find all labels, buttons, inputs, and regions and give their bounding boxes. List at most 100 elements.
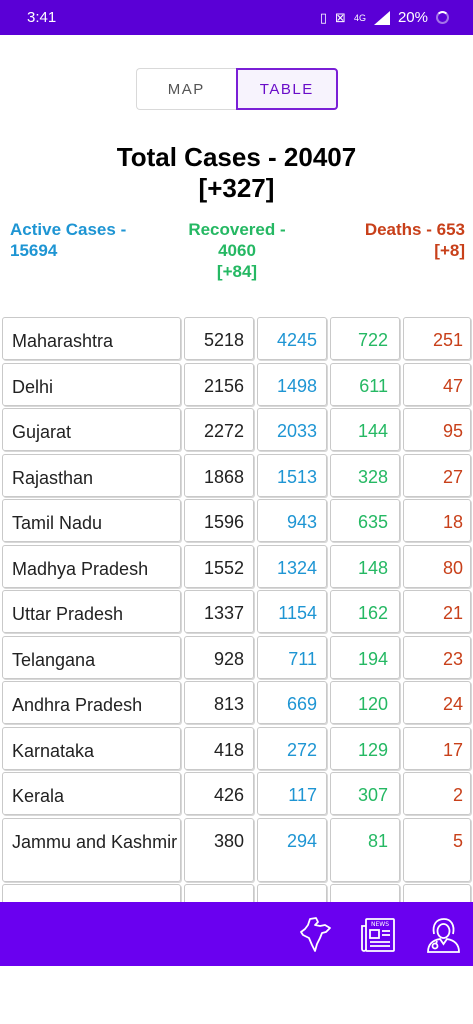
recovered-cell: 307	[330, 772, 400, 815]
deaths-cell: 95	[403, 408, 471, 451]
recovered-cases: Recovered - 4060 [+84]	[170, 219, 304, 282]
total-cell: 813	[184, 681, 254, 724]
active-cases-value: 15694	[10, 241, 58, 260]
india-map-icon[interactable]	[298, 916, 336, 959]
state-cell: Delhi	[2, 362, 181, 406]
total-cell: 1552	[184, 544, 254, 588]
table-row[interactable]: Uttar Pradesh 1337 1154 162 21	[0, 590, 473, 633]
total-cases: Total Cases - 20407 [+327]	[0, 142, 473, 204]
state-cell: Telangana	[2, 635, 181, 679]
recovered-cell: 611	[330, 362, 400, 406]
state-cell: Rajasthan	[2, 453, 181, 497]
map-tab[interactable]: MAP	[136, 68, 236, 110]
recovered-cell	[330, 884, 400, 902]
state-cell: Tamil Nadu	[2, 499, 181, 542]
recovered-cell: 148	[330, 544, 400, 588]
table-row[interactable]: Telangana 928 711 194 23	[0, 635, 473, 679]
recovered-value: 4060	[218, 241, 256, 260]
deaths-cell: 2	[403, 772, 471, 815]
table-row[interactable]	[0, 884, 473, 902]
table-row[interactable]: Gujarat 2272 2033 144 95	[0, 408, 473, 451]
table-row[interactable]: Maharashtra 5218 4245 722 251	[0, 317, 473, 360]
total-cases-value: Total Cases - 20407	[116, 142, 357, 172]
recovered-cell: 194	[330, 635, 400, 679]
recovered-label: Recovered -	[188, 220, 286, 239]
status-icons: ▯ ⊠ 4G 20%	[320, 9, 449, 26]
deaths-cell: 24	[403, 681, 471, 724]
table-row[interactable]: Andhra Pradesh 813 669 120 24	[0, 681, 473, 724]
recovered-cell: 81	[330, 817, 400, 882]
deaths-cell: 27	[403, 453, 471, 497]
doctor-icon[interactable]	[424, 916, 462, 959]
status-time: 3:41	[27, 9, 57, 26]
total-cell: 418	[184, 726, 254, 770]
active-cell: 294	[257, 817, 327, 882]
active-cell: 1498	[257, 362, 327, 406]
state-cell	[2, 884, 181, 902]
deaths-delta: [+8]	[434, 241, 465, 260]
active-cell: 943	[257, 499, 327, 542]
battery-percent: 20%	[397, 9, 428, 26]
state-cell: Gujarat	[2, 408, 181, 451]
deaths-cell: 17	[403, 726, 471, 770]
total-cell: 928	[184, 635, 254, 679]
active-cell: 669	[257, 681, 327, 724]
state-cell: Maharashtra	[2, 317, 181, 360]
table-row[interactable]: Tamil Nadu 1596 943 635 18	[0, 499, 473, 542]
total-cell: 2272	[184, 408, 254, 451]
deaths: Deaths - 653 [+8]	[365, 219, 465, 261]
active-cell: 1513	[257, 453, 327, 497]
deaths-cell: 23	[403, 635, 471, 679]
table-row[interactable]: Madhya Pradesh 1552 1324 148 80	[0, 544, 473, 588]
table-row[interactable]: Delhi 2156 1498 611 47	[0, 362, 473, 406]
deaths-cell	[403, 884, 471, 902]
table-row[interactable]: Karnataka 418 272 129 17	[0, 726, 473, 770]
deaths-cell: 80	[403, 544, 471, 588]
view-toggle: MAP TABLE	[136, 68, 338, 110]
no-sim-icon: ⊠	[335, 9, 346, 25]
total-cell: 426	[184, 772, 254, 815]
state-table[interactable]: Maharashtra 5218 4245 722 251 Delhi 2156 1498 61…	[0, 316, 473, 902]
signal-icon	[373, 10, 390, 25]
active-cases: Active Cases - 15694	[10, 219, 126, 261]
active-cell	[257, 884, 327, 902]
network-label: 4G	[353, 12, 366, 23]
state-cell: Andhra Pradesh	[2, 681, 181, 724]
newspaper-icon[interactable]: NEWS	[360, 916, 398, 959]
recovered-cell: 328	[330, 453, 400, 497]
table-tab[interactable]: TABLE	[235, 68, 338, 110]
vibrate-icon: ▯	[319, 9, 328, 25]
table-row[interactable]: Kerala 426 117 307 2	[0, 772, 473, 815]
recovered-cell: 144	[330, 408, 400, 451]
state-cell: Uttar Pradesh	[2, 590, 181, 633]
total-cell: 1596	[184, 499, 254, 542]
total-cell	[184, 884, 254, 902]
svg-text:NEWS: NEWS	[371, 921, 389, 928]
active-cell: 4245	[257, 317, 327, 360]
deaths-value: Deaths - 653	[364, 220, 465, 239]
active-cell: 117	[257, 772, 327, 815]
state-cell: Karnataka	[2, 726, 181, 770]
active-cases-label: Active Cases -	[10, 220, 127, 239]
deaths-cell: 21	[403, 590, 471, 633]
total-cases-delta: [+327]	[198, 173, 275, 203]
recovered-cell: 722	[330, 317, 400, 360]
total-cell: 1337	[184, 590, 254, 633]
bottom-nav: NEWS	[0, 902, 473, 966]
active-cell: 711	[257, 635, 327, 679]
active-cell: 272	[257, 726, 327, 770]
recovered-cell: 120	[330, 681, 400, 724]
recovered-cell: 162	[330, 590, 400, 633]
deaths-cell: 18	[403, 499, 471, 542]
state-cell: Madhya Pradesh	[2, 544, 181, 588]
state-cell: Jammu and Kashmir	[2, 817, 181, 882]
active-cell: 1324	[257, 544, 327, 588]
table-row[interactable]: Rajasthan 1868 1513 328 27	[0, 453, 473, 497]
recovered-cell: 635	[330, 499, 400, 542]
active-cell: 2033	[257, 408, 327, 451]
active-cell: 1154	[257, 590, 327, 633]
deaths-cell: 47	[403, 362, 471, 406]
total-cell: 380	[184, 817, 254, 882]
table-row[interactable]: Jammu and Kashmir 380 294 81 5	[0, 817, 473, 882]
total-cell: 2156	[184, 362, 254, 406]
